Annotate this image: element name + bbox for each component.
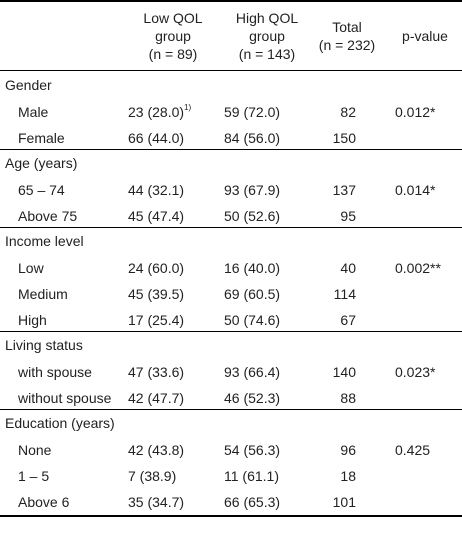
row-label: None (18, 442, 52, 458)
header-pvalue: p-value (402, 28, 448, 44)
p-value: 0.014* (395, 182, 436, 198)
low-qol-value: 23 (28.0) (128, 104, 185, 120)
low-qol-value: 44 (32.1) (128, 182, 185, 198)
low-qol-value: 45 (47.4) (128, 208, 185, 224)
p-value: 0.425 (395, 442, 431, 458)
section-label: Gender (5, 77, 52, 93)
p-value: 0.012* (395, 104, 436, 120)
low-qol-value: 47 (33.6) (128, 364, 185, 380)
row-label: Above 75 (18, 208, 78, 224)
total-value: 67 (340, 312, 356, 328)
row-label: Male (18, 104, 49, 120)
low-qol-cell: 23 (28.0)1) (128, 103, 192, 121)
row-label: with spouse (18, 364, 92, 380)
header-high-qol: High QOL group (n = 143) (222, 9, 312, 63)
high-qol-value: 69 (60.5) (224, 286, 281, 302)
low-qol-cell: 42 (47.7) (128, 390, 184, 407)
header-high-line1: High QOL (235, 10, 299, 26)
total-value: 40 (340, 260, 356, 276)
section-rule (0, 331, 462, 332)
low-qol-value: 24 (60.0) (128, 260, 185, 276)
total-value: 88 (340, 390, 356, 406)
row-label: High (18, 312, 47, 328)
row-label: Female (18, 130, 65, 146)
p-value: 0.002** (395, 260, 441, 276)
high-qol-value: 16 (40.0) (224, 260, 281, 276)
row-label: 1 – 5 (18, 468, 50, 484)
section-rule (0, 409, 462, 410)
row-label: without spouse (18, 390, 112, 406)
high-qol-value: 50 (52.6) (224, 208, 281, 224)
row-label: 65 – 74 (18, 182, 65, 198)
header-low-line2: group (155, 28, 191, 44)
low-qol-cell: 44 (32.1) (128, 182, 184, 199)
section-label: Age (years) (5, 155, 78, 171)
low-qol-value: 35 (34.7) (128, 494, 185, 510)
total-value: 18 (340, 468, 356, 484)
high-qol-value: 84 (56.0) (224, 130, 281, 146)
section-rule (0, 227, 462, 228)
low-qol-cell: 24 (60.0) (128, 260, 184, 277)
low-qol-cell: 66 (44.0) (128, 130, 184, 147)
low-qol-value: 42 (47.7) (128, 390, 185, 406)
section-label: Income level (5, 233, 84, 249)
row-label: Medium (18, 286, 68, 302)
total-value: 82 (340, 104, 356, 120)
total-value: 95 (340, 208, 356, 224)
header-total: Total (n = 232) (306, 18, 388, 54)
high-qol-value: 46 (52.3) (224, 390, 281, 406)
low-qol-cell: 45 (47.4) (128, 208, 184, 225)
header-low-qol: Low QOL group (n = 89) (128, 9, 218, 63)
row-label: Above 6 (18, 494, 70, 510)
header-high-line3: (n = 143) (238, 46, 296, 62)
section-label: Living status (5, 337, 83, 353)
high-qol-value: 93 (67.9) (224, 182, 281, 198)
low-qol-cell: 7 (38.9) (128, 468, 176, 485)
high-qol-value: 93 (66.4) (224, 364, 281, 380)
low-qol-cell: 47 (33.6) (128, 364, 184, 381)
section-rule (0, 149, 462, 150)
table-bottom-rule (0, 515, 462, 517)
total-value: 96 (340, 442, 356, 458)
header-rule (0, 70, 462, 71)
high-qol-value: 11 (61.1) (224, 468, 279, 484)
high-qol-value: 66 (65.3) (224, 494, 281, 510)
low-qol-value: 17 (25.4) (128, 312, 185, 328)
header-low-line3: (n = 89) (148, 46, 198, 62)
total-value: 150 (332, 130, 356, 146)
low-qol-value: 45 (39.5) (128, 286, 185, 302)
low-qol-cell: 42 (43.8) (128, 442, 184, 459)
table-top-rule (0, 0, 462, 2)
total-value: 101 (332, 494, 356, 510)
high-qol-value: 54 (56.3) (224, 442, 281, 458)
low-qol-cell: 35 (34.7) (128, 494, 184, 511)
header-total-line1: Total (332, 19, 362, 35)
high-qol-value: 50 (74.6) (224, 312, 281, 328)
header-high-line2: group (249, 28, 285, 44)
total-value: 114 (333, 286, 356, 302)
footnote-marker: 1) (184, 103, 192, 112)
low-qol-cell: 17 (25.4) (128, 312, 184, 329)
low-qol-value: 42 (43.8) (128, 442, 185, 458)
total-value: 137 (332, 182, 356, 198)
header-low-line1: Low QOL (143, 10, 203, 26)
p-value: 0.023* (395, 364, 436, 380)
section-label: Education (years) (5, 415, 115, 431)
low-qol-value: 7 (38.9) (128, 468, 177, 484)
total-value: 140 (332, 364, 356, 380)
header-total-line2: (n = 232) (318, 37, 376, 53)
low-qol-value: 66 (44.0) (128, 130, 185, 146)
high-qol-value: 59 (72.0) (224, 104, 281, 120)
row-label: Low (18, 260, 44, 276)
low-qol-cell: 45 (39.5) (128, 286, 184, 303)
